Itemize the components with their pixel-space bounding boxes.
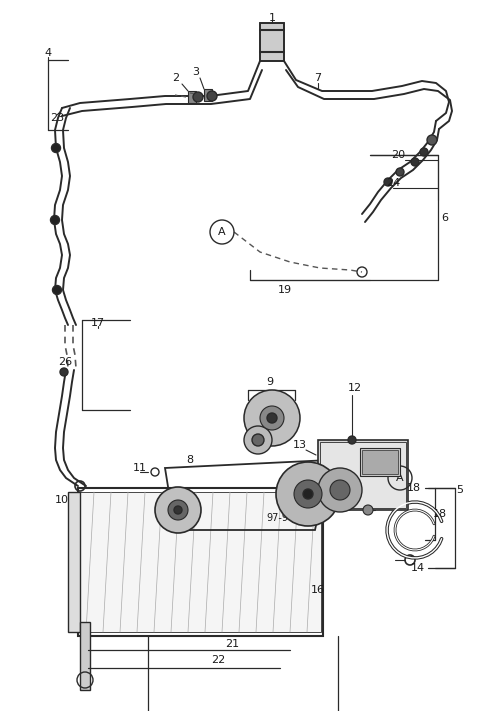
Bar <box>362 450 398 474</box>
Circle shape <box>207 91 217 101</box>
Text: 14: 14 <box>411 563 425 573</box>
Circle shape <box>330 480 350 500</box>
Text: A: A <box>396 473 404 483</box>
Text: 8: 8 <box>186 455 193 465</box>
Circle shape <box>50 215 60 225</box>
Text: 9: 9 <box>266 377 274 387</box>
Text: 21: 21 <box>225 639 239 649</box>
Circle shape <box>168 500 188 520</box>
Circle shape <box>427 135 437 145</box>
Circle shape <box>252 434 264 446</box>
Circle shape <box>420 148 428 156</box>
Circle shape <box>363 505 373 515</box>
Bar <box>80 622 90 690</box>
Circle shape <box>244 426 272 454</box>
Bar <box>68 492 80 632</box>
Bar <box>78 488 323 636</box>
Text: 20: 20 <box>391 150 405 160</box>
Circle shape <box>51 144 60 152</box>
Text: 3: 3 <box>192 67 200 77</box>
Bar <box>188 91 196 103</box>
Text: 5: 5 <box>456 485 464 495</box>
Text: 11: 11 <box>133 463 147 473</box>
Text: 24: 24 <box>386 178 400 188</box>
Circle shape <box>348 436 356 444</box>
Bar <box>260 23 284 61</box>
Text: 18: 18 <box>433 509 447 519</box>
Circle shape <box>52 286 61 294</box>
Circle shape <box>411 158 419 166</box>
Bar <box>318 440 408 510</box>
Circle shape <box>276 462 340 526</box>
Circle shape <box>155 487 201 533</box>
Text: 10: 10 <box>55 495 69 505</box>
Circle shape <box>260 406 284 430</box>
Circle shape <box>396 168 404 176</box>
Text: 13: 13 <box>293 440 307 450</box>
Text: 17: 17 <box>91 318 105 328</box>
Text: 18: 18 <box>407 483 421 493</box>
Text: 19: 19 <box>278 285 292 295</box>
Text: 23: 23 <box>50 113 64 123</box>
Bar <box>204 89 212 101</box>
Text: 2: 2 <box>172 73 180 83</box>
Circle shape <box>174 506 182 514</box>
Text: 16: 16 <box>311 585 325 595</box>
Bar <box>260 23 284 61</box>
Text: 12: 12 <box>348 383 362 393</box>
Circle shape <box>318 468 362 512</box>
Text: 97-976-2: 97-976-2 <box>266 513 310 523</box>
Circle shape <box>294 480 322 508</box>
Text: 7: 7 <box>314 73 322 83</box>
Text: 25: 25 <box>256 423 270 433</box>
Circle shape <box>244 390 300 446</box>
Text: 26: 26 <box>58 357 72 367</box>
Bar <box>320 442 406 508</box>
Bar <box>80 492 321 632</box>
Text: A: A <box>218 227 226 237</box>
Circle shape <box>267 413 277 423</box>
Circle shape <box>60 368 68 376</box>
Circle shape <box>384 178 392 186</box>
Circle shape <box>303 489 313 499</box>
Text: 6: 6 <box>442 213 448 223</box>
Circle shape <box>193 92 203 102</box>
Text: 1: 1 <box>268 13 276 23</box>
Text: 4: 4 <box>45 48 51 58</box>
Bar <box>360 448 400 476</box>
Text: 22: 22 <box>211 655 225 665</box>
Text: 15: 15 <box>361 460 375 470</box>
